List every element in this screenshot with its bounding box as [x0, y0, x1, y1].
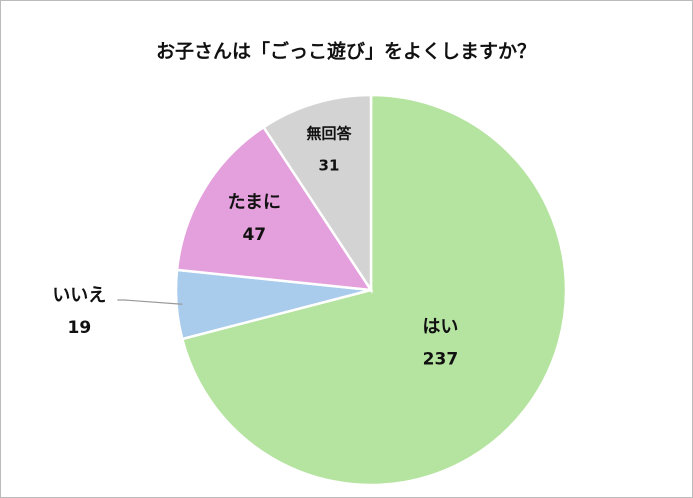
pie-slice: [261, 93, 373, 295]
data-label-value: 47: [242, 225, 266, 245]
data-label-value: 19: [67, 318, 91, 338]
data-label-category: たまに: [228, 192, 281, 213]
pie-slice: [175, 125, 374, 292]
data-label-category: はい: [422, 317, 458, 338]
chart-title: お子さんは「ごっこ遊び」をよくしますか？: [156, 40, 536, 63]
data-label-value: 237: [423, 350, 459, 370]
pie-slice: [180, 93, 568, 487]
data-label-category: いいえ: [52, 285, 106, 306]
leader-line: [117, 299, 183, 305]
data-label-value: 31: [319, 156, 340, 174]
data-label-category: 無回答: [306, 124, 352, 142]
